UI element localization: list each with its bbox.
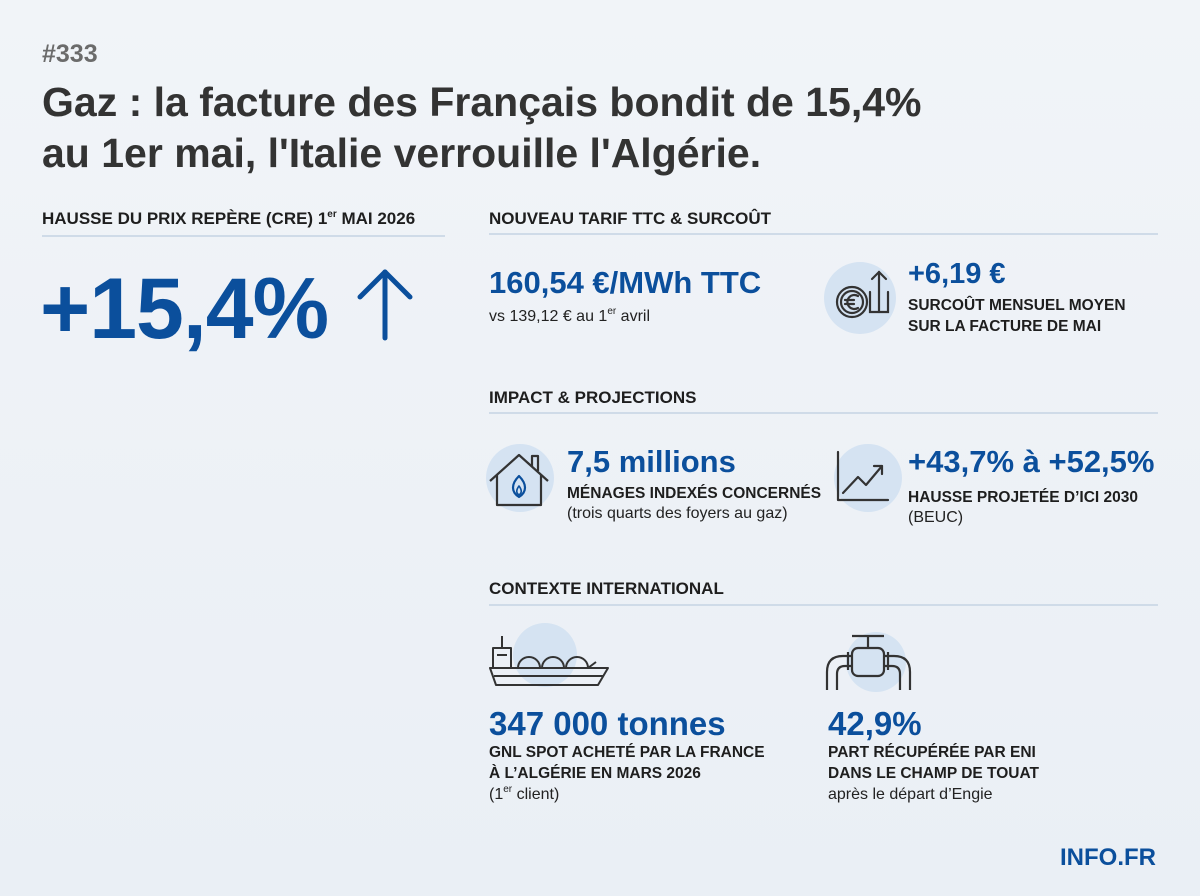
stat-label: À L’ALGÉRIE EN MARS 2026 <box>489 765 701 782</box>
stat-label: HAUSSE PROJETÉE D’ICI 2030 <box>908 489 1138 506</box>
title-line: au 1er mai, l'Italie verrouille l'Algéri… <box>42 130 762 176</box>
issue-number: #333 <box>42 40 98 68</box>
stat-value: 42,9% <box>828 705 922 742</box>
surcharge: +6,19 € <box>908 258 1006 290</box>
note-text: vs 139,12 € au 1 <box>489 308 608 325</box>
stat-value: 7,5 millions <box>567 444 736 479</box>
title-line: Gaz : la facture des Français bondit de … <box>42 79 922 125</box>
divider <box>42 235 445 237</box>
note-text: (1 <box>489 786 504 803</box>
comparison: vs 139,12 € au 1er avril <box>489 306 650 325</box>
section-heading: NOUVEAU TARIF TTC & SURCOÛT <box>489 209 772 228</box>
stat-value: +43,7% à +52,5% <box>908 444 1155 479</box>
heading-text: MAI 2026 <box>336 209 416 228</box>
house-icon <box>486 444 554 512</box>
superscript: er <box>327 209 337 220</box>
label-line: SURCOÛT MENSUEL MOYEN <box>908 297 1126 314</box>
section-heading: CONTEXTE INTERNATIONAL <box>489 579 724 598</box>
arrow-up-icon <box>357 269 413 341</box>
divider <box>489 604 1158 606</box>
divider <box>489 233 1158 235</box>
heading-text: HAUSSE DU PRIX REPÈRE (CRE) 1 <box>42 209 328 228</box>
ship-icon <box>489 623 609 687</box>
stat-note: (1er client) <box>489 784 560 803</box>
divider <box>489 412 1158 414</box>
euro-icon <box>824 262 896 334</box>
note-text: avril <box>616 308 650 325</box>
big-figure: +15,4% <box>40 261 329 357</box>
label-line: SUR LA FACTURE DE MAI <box>908 318 1102 335</box>
pipe-valve-icon <box>825 632 912 692</box>
section-heading: IMPACT & PROJECTIONS <box>489 388 697 407</box>
stat-label: MÉNAGES INDEXÉS CONCERNÉS <box>567 485 822 502</box>
superscript: er <box>607 306 617 317</box>
chart-icon <box>834 444 902 512</box>
note-text: client) <box>512 786 560 803</box>
section-heading: HAUSSE DU PRIX REPÈRE (CRE) 1er MAI 2026 <box>42 209 416 228</box>
stat-label: GNL SPOT ACHETÉ PAR LA FRANCE <box>489 744 765 761</box>
stat-label: PART RÉCUPÉRÉE PAR ENI <box>828 744 1036 761</box>
stat-label: DANS LE CHAMP DE TOUAT <box>828 765 1039 782</box>
price: 160,54 €/MWh TTC <box>489 265 762 300</box>
superscript: er <box>503 784 513 795</box>
stat-note: (BEUC) <box>908 509 964 526</box>
stat-note: après le départ d’Engie <box>828 786 993 803</box>
stat-note: (trois quarts des foyers au gaz) <box>567 505 788 522</box>
stat-value: 347 000 tonnes <box>489 705 726 742</box>
brand: INFO.FR <box>1060 844 1156 871</box>
